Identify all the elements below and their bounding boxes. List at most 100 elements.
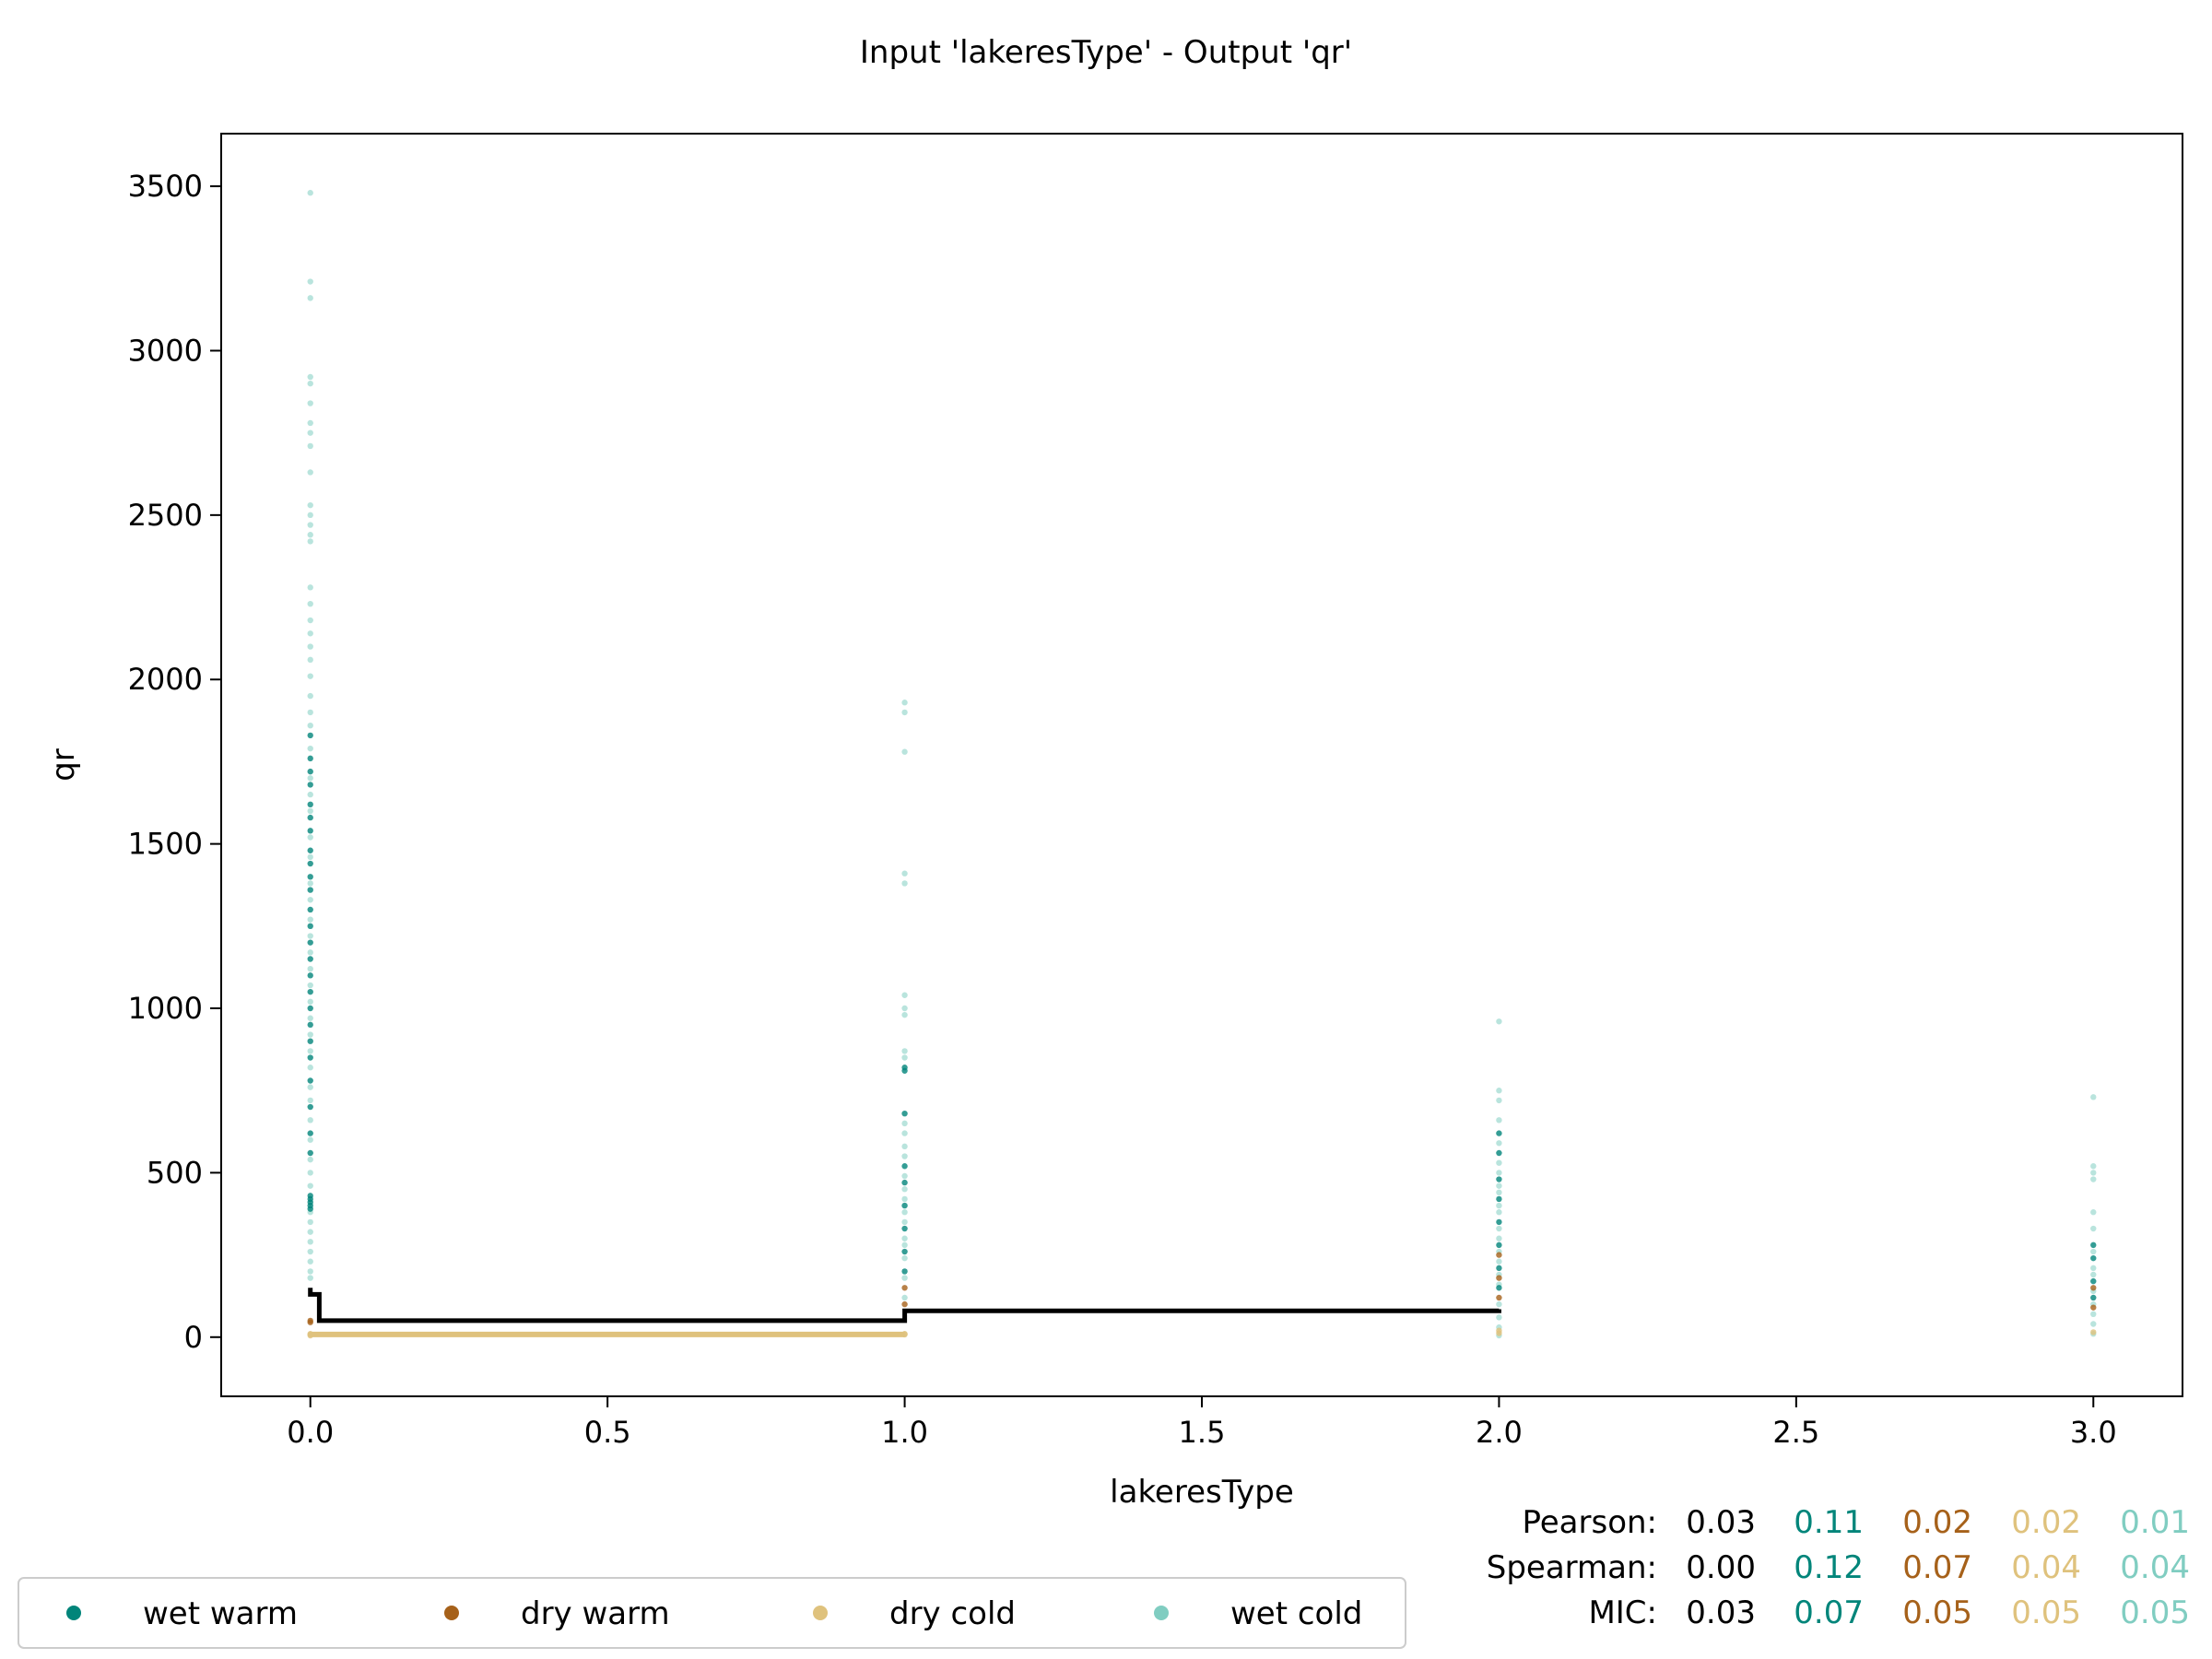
scatter-point bbox=[307, 1258, 313, 1265]
x-tick-label: 0.0 bbox=[287, 1415, 334, 1450]
scatter-point bbox=[307, 722, 313, 729]
y-tick-label: 2000 bbox=[128, 662, 203, 697]
stat-value: 0.01 bbox=[2120, 1504, 2190, 1541]
y-tick-label: 3000 bbox=[128, 333, 203, 368]
legend-item-dry-cold: dry cold bbox=[813, 1595, 1016, 1632]
scatter-point bbox=[901, 1209, 908, 1216]
scatter-point bbox=[901, 880, 908, 887]
scatter-point bbox=[1496, 1330, 1502, 1336]
series-layer bbox=[307, 190, 2097, 1339]
x-tick-label: 1.5 bbox=[1179, 1415, 1226, 1450]
series-dry-warm bbox=[307, 1252, 2097, 1325]
stat-value: 0.03 bbox=[1686, 1594, 1756, 1631]
scatter-point bbox=[307, 1097, 313, 1104]
stat-value: 0.07 bbox=[1902, 1549, 1972, 1586]
stat-label: MIC: bbox=[1588, 1594, 1657, 1631]
x-tick-label: 2.0 bbox=[1476, 1415, 1523, 1450]
scatter-point bbox=[307, 745, 313, 752]
chart-title: Input 'lakeresType' - Output 'qr' bbox=[860, 34, 1352, 71]
scatter-point bbox=[307, 906, 313, 913]
scatter-point bbox=[307, 643, 313, 650]
legend: wet warm dry warm dry cold wet cold bbox=[18, 1577, 1406, 1649]
scatter-point bbox=[307, 1229, 313, 1235]
scatter-point bbox=[1496, 1182, 1502, 1189]
scatter-point bbox=[2090, 1311, 2097, 1318]
scatter-point bbox=[1496, 1117, 1502, 1124]
scatter-point bbox=[1496, 1195, 1502, 1203]
scatter-point bbox=[307, 965, 313, 972]
scatter-point bbox=[901, 1186, 908, 1193]
scatter-point bbox=[307, 600, 313, 607]
scatter-point bbox=[307, 847, 313, 853]
scatter-point bbox=[2090, 1271, 2097, 1278]
scatter-point bbox=[307, 1182, 313, 1189]
scatter-point bbox=[307, 692, 313, 700]
scatter-point bbox=[307, 998, 313, 1006]
y-tick-label: 1500 bbox=[128, 827, 203, 862]
scatter-point bbox=[901, 709, 908, 716]
scatter-point bbox=[901, 1179, 908, 1186]
scatter-point bbox=[901, 1248, 908, 1255]
x-tick-label: 1.0 bbox=[881, 1415, 928, 1450]
scatter-point bbox=[2090, 1170, 2097, 1176]
y-tick-label: 0 bbox=[184, 1320, 203, 1355]
scatter-point bbox=[307, 501, 313, 509]
scatter-point bbox=[2090, 1321, 2097, 1327]
scatter-point bbox=[1496, 1241, 1502, 1249]
legend-label: dry warm bbox=[521, 1595, 670, 1632]
scatter-point bbox=[2090, 1304, 2097, 1311]
scatter-point bbox=[1496, 1225, 1502, 1232]
scatter-point bbox=[307, 532, 313, 538]
scatter-point bbox=[307, 617, 313, 624]
scatter-point bbox=[307, 1130, 313, 1136]
scatter-point bbox=[1496, 1018, 1502, 1025]
scatter-point bbox=[901, 1268, 908, 1275]
legend-items: wet warm dry warm dry cold wet cold bbox=[66, 1595, 1362, 1632]
scatter-point bbox=[901, 1195, 908, 1203]
scatter-point bbox=[901, 1163, 908, 1170]
stat-value: 0.05 bbox=[2011, 1594, 2081, 1631]
y-tick-label: 3500 bbox=[128, 169, 203, 204]
legend-frame bbox=[18, 1577, 1406, 1649]
scatter-point bbox=[307, 1218, 313, 1226]
scatter-point bbox=[1496, 1140, 1502, 1147]
scatter-point bbox=[307, 853, 313, 861]
scatter-point bbox=[307, 949, 313, 956]
scatter-point bbox=[1496, 1314, 1502, 1321]
stat-value: 0.00 bbox=[1686, 1549, 1756, 1586]
stat-value: 0.04 bbox=[2120, 1549, 2190, 1586]
scatter-point bbox=[307, 709, 313, 716]
scatter-point bbox=[307, 400, 313, 406]
legend-marker bbox=[813, 1606, 828, 1620]
scatter-point bbox=[2090, 1254, 2097, 1262]
scatter-point bbox=[307, 834, 313, 841]
scatter-point bbox=[901, 1067, 908, 1074]
scatter-point bbox=[307, 538, 313, 545]
scatter-point bbox=[307, 1248, 313, 1255]
scatter-point bbox=[307, 522, 313, 528]
scatter-point bbox=[1496, 1285, 1502, 1291]
scatter-point bbox=[307, 1268, 313, 1275]
y-tick-label: 500 bbox=[147, 1155, 203, 1190]
stat-value: 0.07 bbox=[1794, 1594, 1864, 1631]
scatter-point bbox=[1496, 1235, 1502, 1241]
y-axis: 0 500 1000 1500 2000 2500 3000 3500 bbox=[128, 169, 221, 1355]
scatter-point bbox=[307, 768, 313, 775]
scatter-point bbox=[307, 584, 313, 591]
scatter-point bbox=[307, 916, 313, 923]
scatter-point bbox=[1496, 1300, 1502, 1308]
scatter-point bbox=[1496, 1097, 1502, 1104]
scatter-point bbox=[307, 1038, 313, 1044]
scatter-point bbox=[901, 1218, 908, 1226]
legend-item-dry-warm: dry warm bbox=[444, 1595, 670, 1632]
scatter-point bbox=[307, 1239, 313, 1245]
scatter-point bbox=[1496, 1189, 1502, 1196]
scatter-point bbox=[1496, 1130, 1502, 1136]
legend-marker bbox=[444, 1606, 459, 1620]
scatter-point bbox=[2090, 1094, 2097, 1100]
scatter-point bbox=[307, 1054, 313, 1061]
scatter-point bbox=[307, 782, 313, 788]
scatter-point bbox=[307, 956, 313, 962]
scatter-point bbox=[901, 1130, 908, 1136]
